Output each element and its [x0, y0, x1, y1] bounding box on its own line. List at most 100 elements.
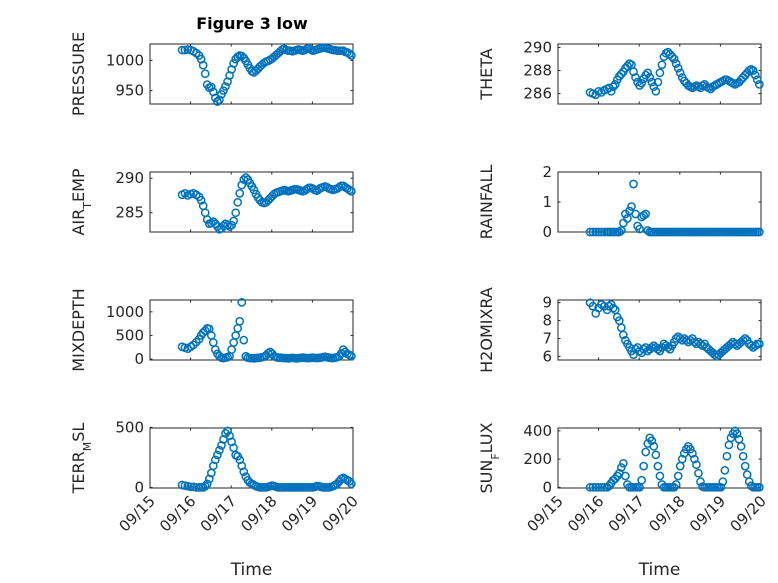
- y-tick-label: 7: [542, 330, 552, 348]
- data-point: [606, 86, 616, 96]
- data-point: [627, 202, 636, 211]
- y-axis-label: SUNFLUX: [477, 422, 502, 493]
- data-point: [643, 68, 653, 78]
- data-point: [594, 227, 603, 237]
- data-point: [677, 454, 687, 464]
- subplot-pressure: 950 1000 PRESSURE: [69, 32, 356, 116]
- data-point: [215, 95, 224, 105]
- data-point: [673, 471, 683, 481]
- data-series: [585, 298, 764, 361]
- data-point: [738, 451, 748, 461]
- data-point: [716, 482, 726, 492]
- data-point: [686, 335, 695, 345]
- data-point: [211, 455, 220, 465]
- y-axis-label: RAINFALL: [477, 165, 496, 240]
- y-tick-label: 1000: [106, 51, 144, 69]
- data-point: [347, 479, 356, 489]
- data-point: [671, 59, 681, 68]
- data-point: [235, 189, 245, 198]
- data-point: [639, 344, 649, 354]
- axes-box: [149, 171, 354, 233]
- data-point: [643, 226, 653, 235]
- data-point: [215, 351, 224, 361]
- data-point: [639, 211, 649, 220]
- data-point: [213, 97, 222, 106]
- data-point: [732, 429, 742, 438]
- data-point: [629, 67, 638, 77]
- data-point: [679, 449, 689, 458]
- data-point: [616, 69, 626, 79]
- data-point: [621, 471, 630, 481]
- data-point: [591, 482, 601, 492]
- x-tick-label: 09/20: [319, 492, 362, 535]
- data-point: [221, 82, 230, 91]
- data-point: [608, 303, 618, 313]
- data-point: [686, 444, 695, 454]
- y-tick-label: 1: [542, 193, 552, 211]
- data-point: [594, 482, 603, 492]
- data-point: [619, 458, 628, 468]
- subplot-mixdepth: 0 500 1000 MIXDEPTH: [69, 288, 356, 372]
- y-tick-label: 290: [115, 169, 144, 187]
- data-point: [239, 335, 249, 345]
- data-point: [647, 436, 657, 446]
- y-tick-label: 288: [523, 62, 552, 80]
- data-point: [694, 468, 703, 478]
- data-point: [629, 350, 638, 359]
- data-point: [639, 461, 649, 471]
- data-point: [750, 70, 760, 80]
- data-point: [738, 335, 748, 345]
- data-point: [641, 447, 651, 457]
- data-series: [177, 426, 356, 492]
- data-point: [667, 52, 677, 62]
- x-tick-label: 09/18: [645, 492, 688, 535]
- data-point: [200, 326, 210, 336]
- data-point: [604, 301, 614, 311]
- data-point: [673, 63, 683, 73]
- y-tick-label: 9: [542, 294, 552, 312]
- y-tick-label: 500: [115, 326, 144, 344]
- x-tick-label: 09/15: [116, 492, 159, 535]
- data-point: [746, 481, 756, 491]
- data-point: [585, 482, 595, 492]
- data-point: [588, 301, 598, 311]
- data-point: [347, 51, 356, 60]
- data-point: [211, 345, 220, 354]
- data-point: [740, 334, 750, 343]
- data-point: [347, 351, 356, 361]
- data-point: [215, 445, 224, 455]
- data-point: [653, 344, 663, 354]
- data-point: [635, 346, 644, 356]
- data-point: [344, 49, 354, 59]
- subplot-theta: 286 288 290 THETA: [477, 38, 764, 105]
- y-tick-label: 285: [115, 204, 144, 222]
- data-point: [206, 82, 216, 92]
- data-point: [755, 227, 764, 237]
- data-point: [585, 227, 595, 237]
- data-point: [229, 216, 238, 226]
- y-axis-label: TERRMSL: [69, 423, 94, 495]
- data-point: [647, 77, 657, 87]
- data-point: [635, 81, 644, 90]
- data-point: [653, 461, 663, 471]
- subplot-air-temp: 285 290 AIRTEMP: [69, 168, 356, 236]
- data-point: [347, 186, 356, 196]
- y-axis-label: AIRTEMP: [69, 168, 94, 235]
- x-tick-label: 09/18: [237, 492, 280, 535]
- data-point: [233, 197, 243, 207]
- data-point: [227, 220, 236, 230]
- data-point: [651, 86, 661, 96]
- data-point: [750, 341, 760, 351]
- data-point: [635, 224, 644, 234]
- y-tick-label: 2: [542, 163, 552, 181]
- data-point: [334, 182, 344, 192]
- data-point: [720, 466, 730, 475]
- data-point: [344, 477, 354, 486]
- data-point: [616, 226, 626, 235]
- data-point: [649, 442, 659, 451]
- data-point: [235, 316, 245, 326]
- data-point: [608, 82, 618, 92]
- data-point: [651, 450, 661, 460]
